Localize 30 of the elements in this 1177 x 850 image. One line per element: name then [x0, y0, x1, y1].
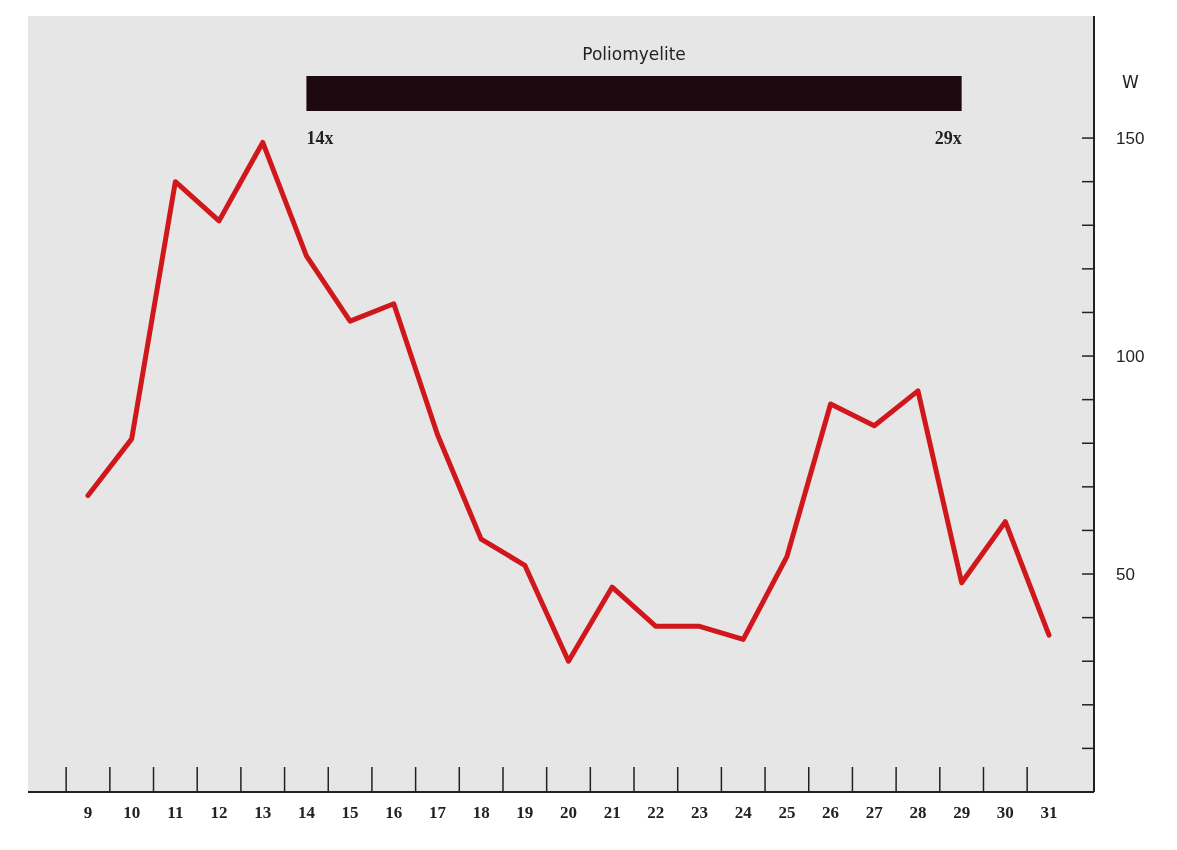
x-tick-label: 29 — [953, 803, 971, 822]
y-tick-label: 150 — [1116, 129, 1145, 149]
x-tick-label: 13 — [254, 803, 272, 822]
x-tick-label: 12 — [210, 803, 228, 822]
x-tick-label: 10 — [123, 803, 141, 822]
x-tick-label: 20 — [560, 803, 577, 822]
x-tick-label: 27 — [865, 803, 884, 822]
x-tick-label: 14 — [297, 803, 316, 822]
x-tick-label: 18 — [472, 803, 490, 822]
x-tick-label: 19 — [516, 803, 534, 822]
x-tick-label: 31 — [1040, 803, 1058, 822]
y-axis-title: W — [1122, 72, 1139, 92]
x-tick-label: 28 — [909, 803, 927, 822]
x-tick-label: 26 — [822, 803, 840, 822]
x-tick-label: 30 — [996, 803, 1014, 822]
annotation: 29x — [934, 128, 962, 148]
x-tick-label: 24 — [734, 803, 753, 822]
x-tick-label: 25 — [778, 803, 796, 822]
band-label: Poliomyelite — [582, 44, 686, 64]
x-tick-label: 9 — [83, 803, 93, 822]
x-tick-label: 11 — [167, 803, 184, 822]
x-tick-label: 22 — [647, 803, 665, 822]
y-tick-label: 50 — [1116, 564, 1135, 584]
x-tick-label: 23 — [691, 803, 709, 822]
annotation: 14x — [306, 128, 334, 148]
x-tick-label: 15 — [341, 803, 359, 822]
x-tick-label: 16 — [385, 803, 403, 822]
x-tick-label: 17 — [428, 803, 447, 822]
x-tick-label: 21 — [603, 803, 621, 822]
y-tick-label: 100 — [1116, 346, 1145, 366]
